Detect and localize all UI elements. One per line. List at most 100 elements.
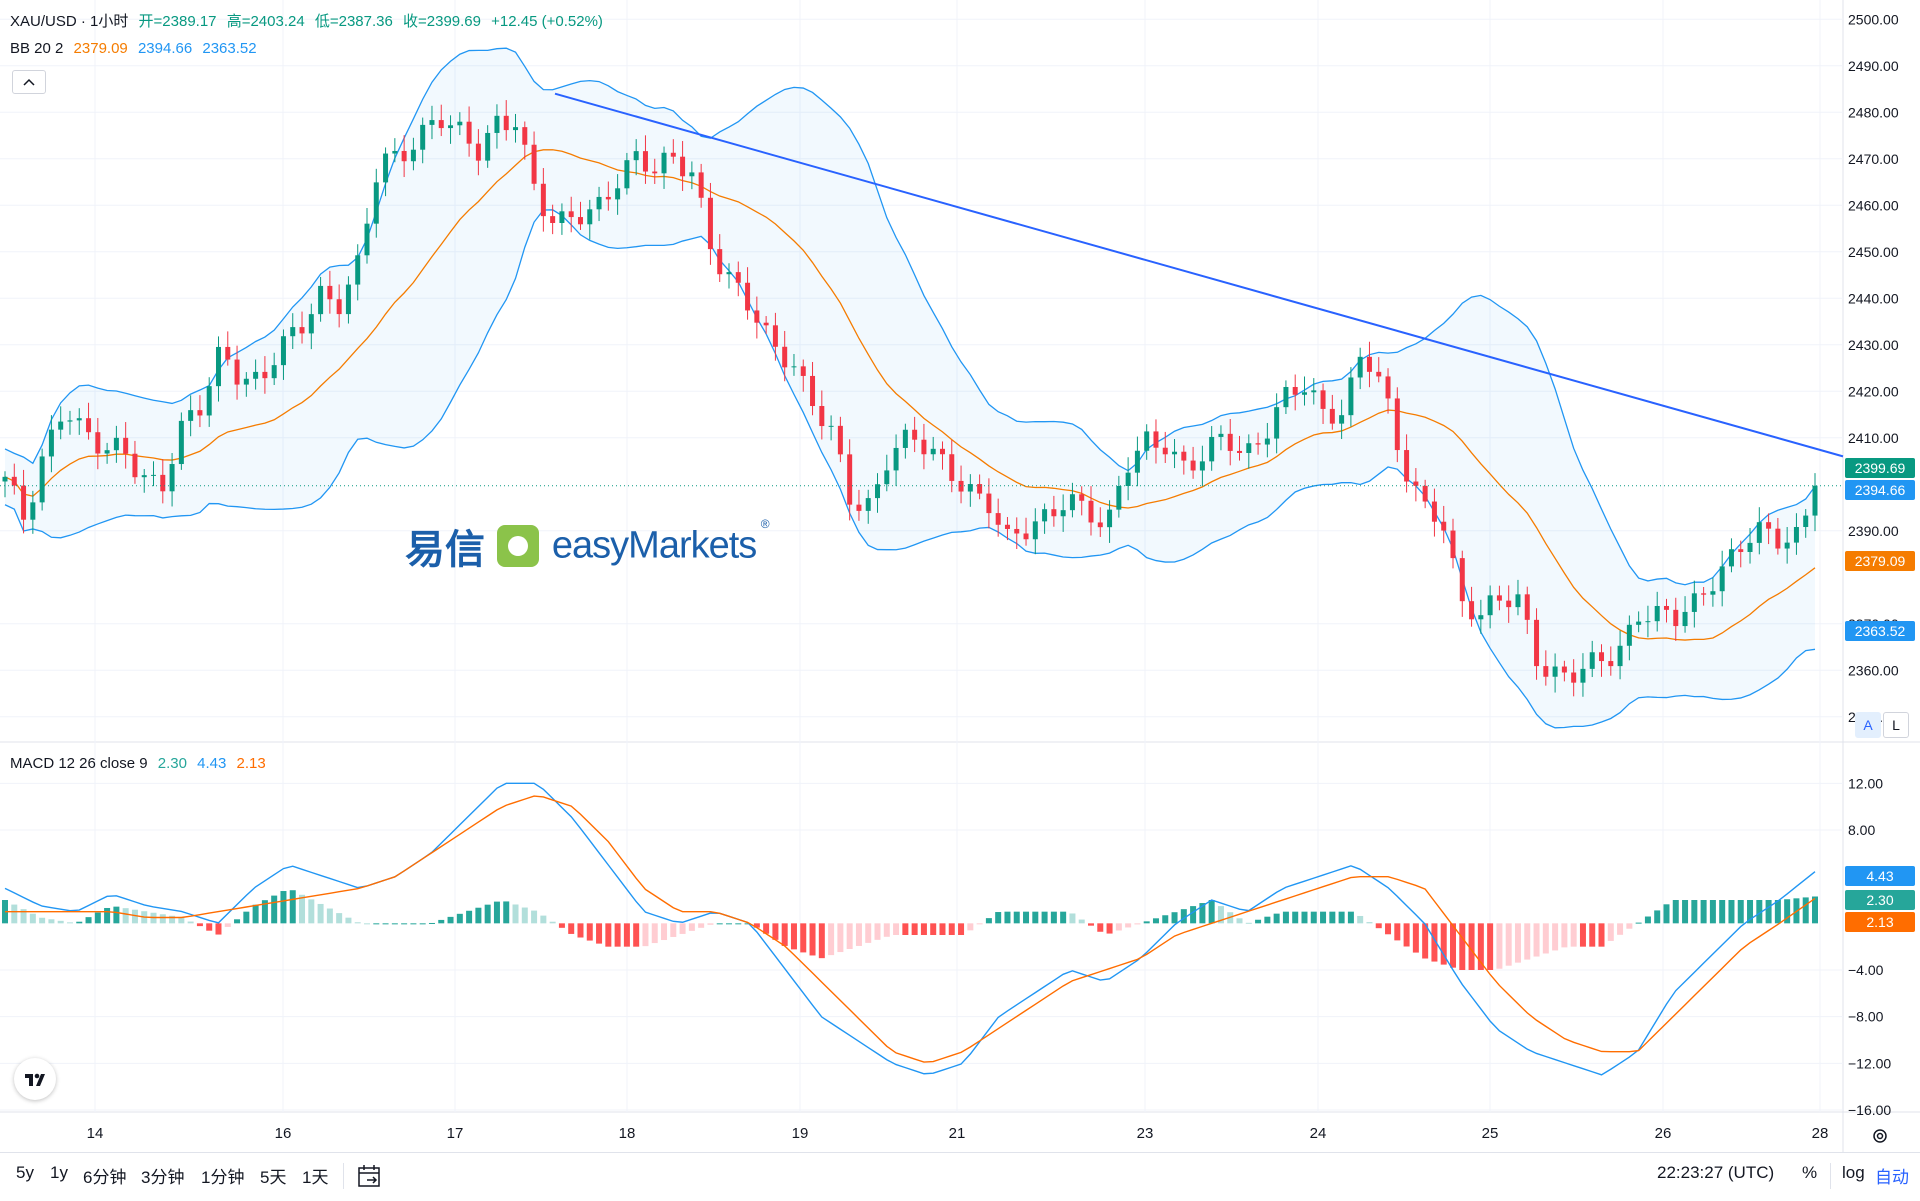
candle-body [1376,371,1382,377]
macd-axis-label: −8.00 [1848,1009,1884,1025]
macd-histogram-bar [1422,923,1429,959]
macd-histogram-bar [187,921,194,924]
macd-histogram-bar [1682,900,1689,924]
candle-body [1227,433,1233,451]
macd-histogram-bar [94,912,101,924]
range-6min-button[interactable]: 6分钟 [83,1168,127,1187]
macd-histogram-bar [428,922,435,924]
macd-histogram-bar [447,916,454,924]
tradingview-logo-icon[interactable] [14,1058,56,1100]
macd-histogram-bar [336,913,343,924]
macd-histogram-bar [1524,923,1531,960]
macd-histogram-bar [1217,906,1224,924]
macd-histogram-bar [586,923,593,941]
macd-line-tag: 4.43 [1845,866,1915,886]
range-3min-button[interactable]: 3分钟 [141,1168,185,1187]
candle-body [1487,595,1493,616]
bb-label[interactable]: BB 20 2 [10,40,64,57]
macd-histogram-bar [57,920,64,924]
candle-body [1097,522,1103,528]
auto-scale-button[interactable]: A [1855,712,1881,738]
easymarkets-watermark: 易信 easyMarkets ® [405,517,770,572]
price-axis-label: 2460.00 [1848,197,1899,213]
log-scale-button[interactable]: L [1883,712,1909,738]
macd-histogram-bar [1496,923,1503,969]
range-1d-button[interactable]: 1天 [302,1168,329,1187]
candle-body [577,217,583,225]
macd-axis-label: 8.00 [1848,822,1875,838]
candle-body [169,464,175,492]
candle-body [1237,450,1243,453]
macd-histogram-bar [623,923,630,947]
candle-body [1144,431,1150,451]
macd-histogram-bar [159,914,166,924]
bb-lower-tag: 2363.52 [1845,621,1915,641]
macd-histogram-bar [679,923,686,934]
macd-histogram-bar [1477,923,1484,970]
candle-body [1459,558,1465,602]
time-axis-label: 16 [275,1125,292,1142]
macd-histogram-bar [772,923,779,940]
candle-body [1209,436,1215,462]
macd-histogram-bar [354,922,361,924]
macd-histogram-bar [763,923,770,934]
macd-histogram-bar [1375,923,1382,929]
candle-body [791,366,797,368]
range-5y-button[interactable]: 5y [16,1163,34,1182]
macd-histogram-bar [493,901,500,924]
goto-date-button[interactable] [356,1162,384,1190]
macd-histogram-bar [568,923,575,934]
candle-body [1775,528,1781,549]
candle-body [680,156,686,177]
percent-toggle[interactable]: % [1802,1163,1818,1182]
candle-body [253,371,259,379]
candle-body [206,386,212,416]
calendar-arrow-icon [358,1165,380,1187]
candle-body [420,124,426,150]
candle-body [188,410,194,421]
candle-body [1172,451,1178,455]
collapse-legend-button[interactable] [12,70,46,94]
candle-body [104,450,110,454]
candle-body [921,439,927,455]
watermark-cn: 易信 [405,528,485,572]
auto-toggle[interactable]: 自动 [1875,1168,1909,1187]
macd-histogram-bar [1552,923,1559,951]
candle-body [522,127,528,145]
macd-histogram-bar [1255,919,1262,924]
symbol-title[interactable]: XAU/USD · 1小时 [10,13,129,30]
price-axis-label: 2500.00 [1848,11,1899,27]
time-axis-label: 17 [447,1125,464,1142]
time-axis-label: 18 [619,1125,636,1142]
trend-line [554,92,1844,458]
macd-histogram-bar [1357,915,1364,924]
macd-histogram-bar [1292,911,1299,924]
candle-body [1654,605,1660,622]
bb-lower-line [4,209,1816,729]
bottom-toolbar: 5y 1y 6分钟 3分钟 1分钟 5天 1天 22:23:27 (UTC) %… [0,1152,1920,1201]
chart-canvas[interactable]: 2500.00 2490.00 2480.00 2470.00 2460.00 2450.… [0,0,1920,1152]
macd-histogram-bar [781,923,788,946]
candle-body [262,371,268,379]
time-axis-label: 19 [792,1125,809,1142]
range-1y-button[interactable]: 1y [50,1163,68,1182]
candle-body [1218,433,1224,437]
macd-histogram-bar [466,910,473,924]
macd-histogram-bar [11,904,18,924]
settings-gear-icon[interactable] [1868,1124,1892,1148]
range-1min-button[interactable]: 1分钟 [201,1168,245,1187]
utc-clock[interactable]: 22:23:27 (UTC) [1657,1163,1775,1182]
macd-histogram-bar [1784,899,1791,924]
candle-body [1079,494,1085,501]
macd-histogram-bar [540,915,547,924]
macd-histogram-bar [995,912,1002,924]
range-5d-button[interactable]: 5天 [260,1168,287,1187]
macd-histogram-bar [252,904,259,924]
macd-label[interactable]: MACD 12 26 close 9 [10,755,148,772]
macd-histogram-bar [1412,923,1419,953]
log-toggle[interactable]: log [1842,1163,1865,1182]
macd-histogram-bar [596,923,603,944]
candle-body [698,172,704,198]
macd-histogram-bar [299,894,306,924]
macd-histogram-bar [280,891,287,924]
